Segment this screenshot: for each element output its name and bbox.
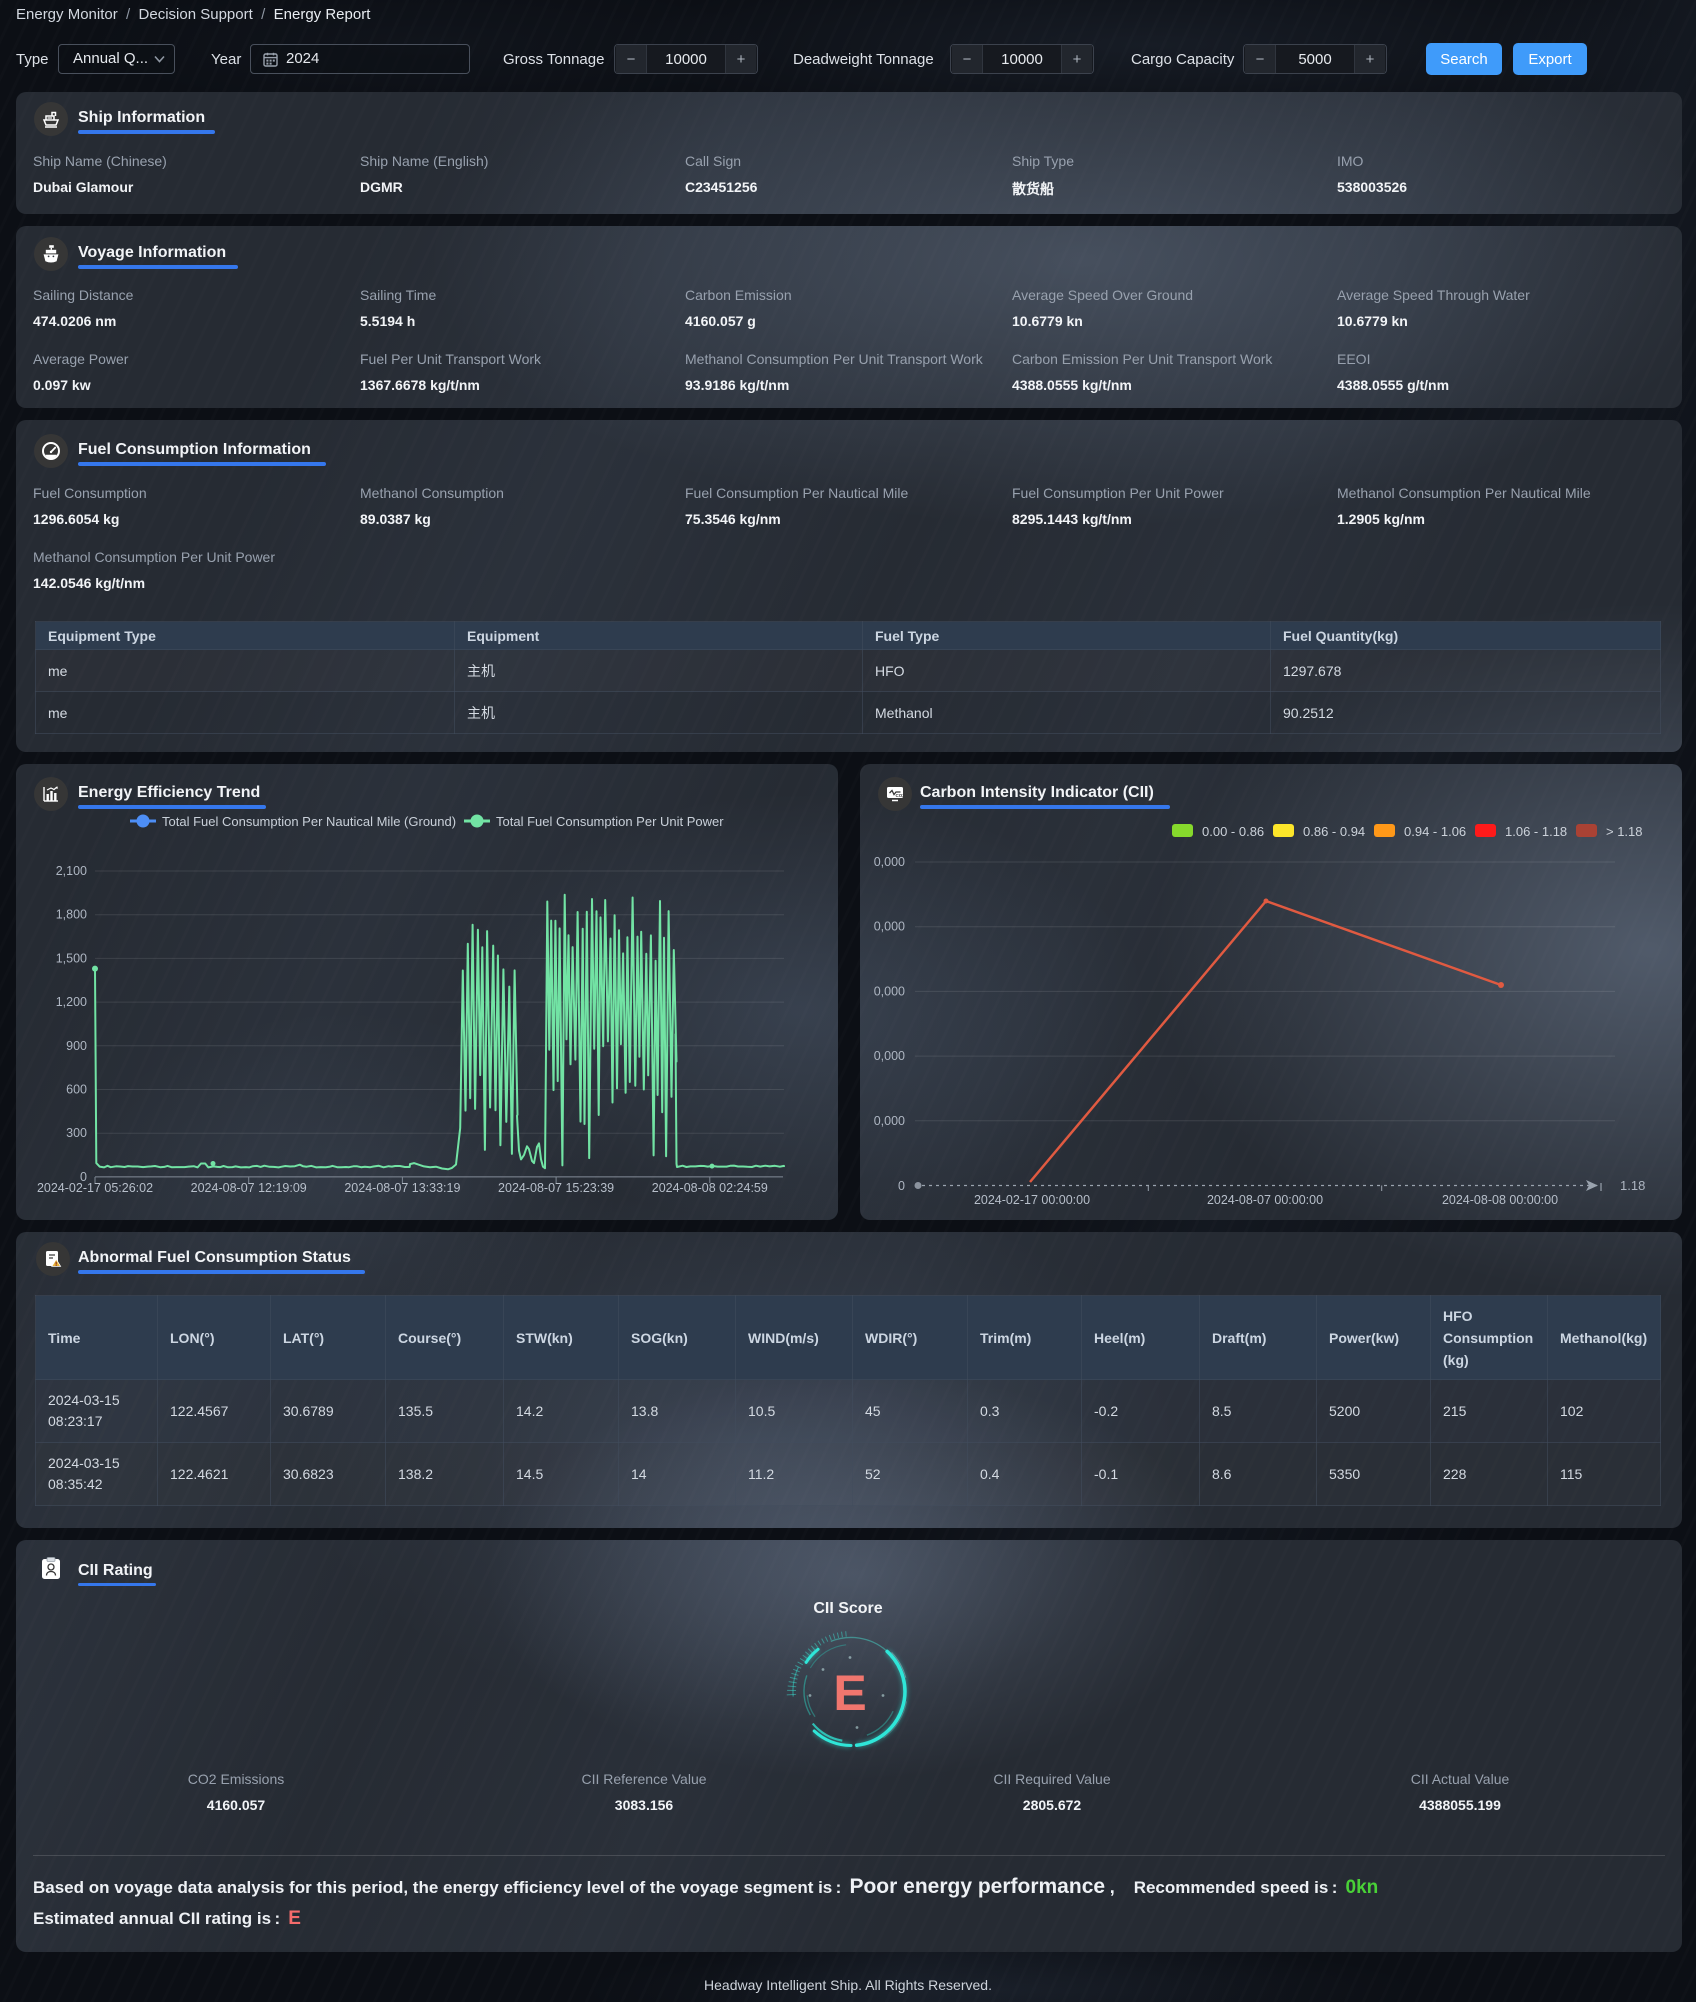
svg-text:2024-08-08 00:00:00: 2024-08-08 00:00:00 — [1442, 1193, 1558, 1207]
svg-text:2024-08-07 15:23:39: 2024-08-07 15:23:39 — [498, 1181, 614, 1195]
svg-text:900: 900 — [66, 1039, 87, 1053]
svg-text:0,000: 0,000 — [874, 984, 905, 998]
svg-text:2024-08-07 12:19:09: 2024-08-07 12:19:09 — [191, 1181, 307, 1195]
svg-text:0: 0 — [80, 1170, 87, 1184]
svg-text:0: 0 — [898, 1179, 905, 1193]
svg-text:1,800: 1,800 — [56, 908, 87, 922]
svg-text:CO2: CO2 — [896, 793, 906, 798]
svg-text:> 1.18: > 1.18 — [1606, 824, 1643, 839]
svg-text:2024-02-17 00:00:00: 2024-02-17 00:00:00 — [974, 1193, 1090, 1207]
svg-text:2024-08-08 02:24:59: 2024-08-08 02:24:59 — [652, 1181, 768, 1195]
svg-text:0,000: 0,000 — [874, 1114, 905, 1128]
svg-text:E: E — [833, 1665, 866, 1721]
svg-text:2,100: 2,100 — [56, 864, 87, 878]
svg-text:0,000: 0,000 — [874, 855, 905, 869]
svg-text:2024-02-17 05:26:02: 2024-02-17 05:26:02 — [37, 1181, 153, 1195]
svg-text:Total Fuel Consumption Per Uni: Total Fuel Consumption Per Unit Power — [496, 814, 724, 829]
svg-text:2024-08-07 00:00:00: 2024-08-07 00:00:00 — [1207, 1193, 1323, 1207]
svg-text:0.94 - 1.06: 0.94 - 1.06 — [1404, 824, 1466, 839]
svg-text:Total Fuel Consumption Per Nau: Total Fuel Consumption Per Nautical Mile… — [162, 814, 456, 829]
svg-text:0.86 - 0.94: 0.86 - 0.94 — [1303, 824, 1365, 839]
svg-text:300: 300 — [66, 1126, 87, 1140]
svg-text:0,000: 0,000 — [874, 920, 905, 934]
svg-text:0,000: 0,000 — [874, 1049, 905, 1063]
svg-text:1.18: 1.18 — [1620, 1178, 1645, 1193]
svg-text:0.00 - 0.86: 0.00 - 0.86 — [1202, 824, 1264, 839]
svg-text:600: 600 — [66, 1083, 87, 1097]
svg-text:1,500: 1,500 — [56, 951, 87, 965]
svg-text:1,200: 1,200 — [56, 995, 87, 1009]
svg-text:1.06 - 1.18: 1.06 - 1.18 — [1505, 824, 1567, 839]
svg-text:2024-08-07 13:33:19: 2024-08-07 13:33:19 — [344, 1181, 460, 1195]
